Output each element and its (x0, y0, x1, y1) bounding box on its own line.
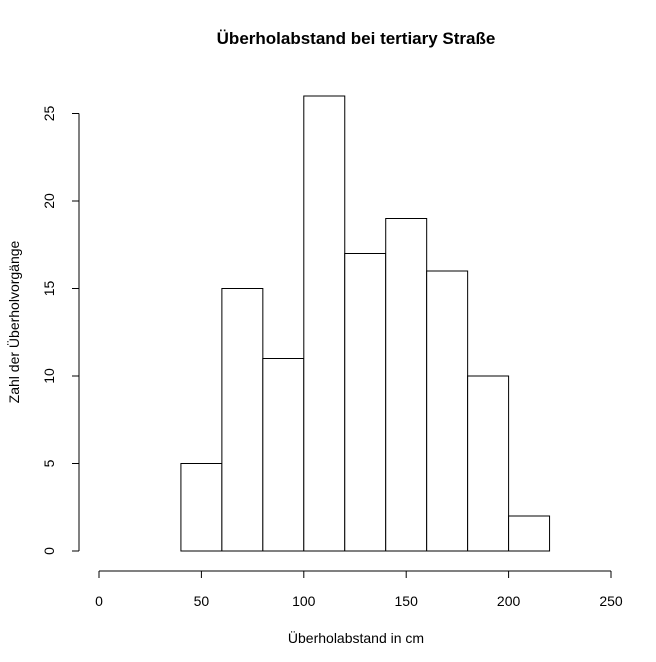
histogram-bar-0 (180, 463, 223, 552)
histogram-bar-8 (508, 515, 551, 552)
x-axis-label: Überholabstand in cm (288, 629, 424, 646)
histogram-bar-4 (344, 253, 387, 552)
histogram-bar-6 (426, 270, 469, 552)
y-tick-label-5: 25 (41, 106, 57, 122)
chart-title: Überholabstand bei tertiary Straße (217, 29, 496, 48)
y-tick-label-3: 15 (41, 281, 57, 297)
x-tick-label-2: 100 (292, 593, 316, 609)
y-tick-label-0: 0 (41, 547, 57, 555)
y-tick-label-4: 20 (41, 193, 57, 209)
y-tick-label-2: 10 (41, 368, 57, 384)
y-tick-label-1: 5 (41, 459, 57, 467)
x-tick-label-3: 150 (395, 593, 419, 609)
x-tick-label-1: 50 (194, 593, 210, 609)
x-tick-label-5: 250 (599, 593, 623, 609)
bars-group (180, 95, 551, 552)
histogram-bar-7 (467, 375, 510, 552)
histogram-bar-1 (221, 288, 264, 552)
y-axis: 0 5 10 15 20 25 (41, 106, 80, 555)
histogram-bar-3 (303, 95, 346, 552)
y-axis-label: Zahl der Überholvorgänge (5, 240, 22, 403)
histogram-bar-2 (262, 358, 305, 552)
histogram-bar-5 (385, 218, 428, 552)
x-tick-label-0: 0 (95, 593, 103, 609)
x-axis: 0 50 100 150 200 250 (95, 570, 623, 609)
x-tick-label-4: 200 (497, 593, 521, 609)
